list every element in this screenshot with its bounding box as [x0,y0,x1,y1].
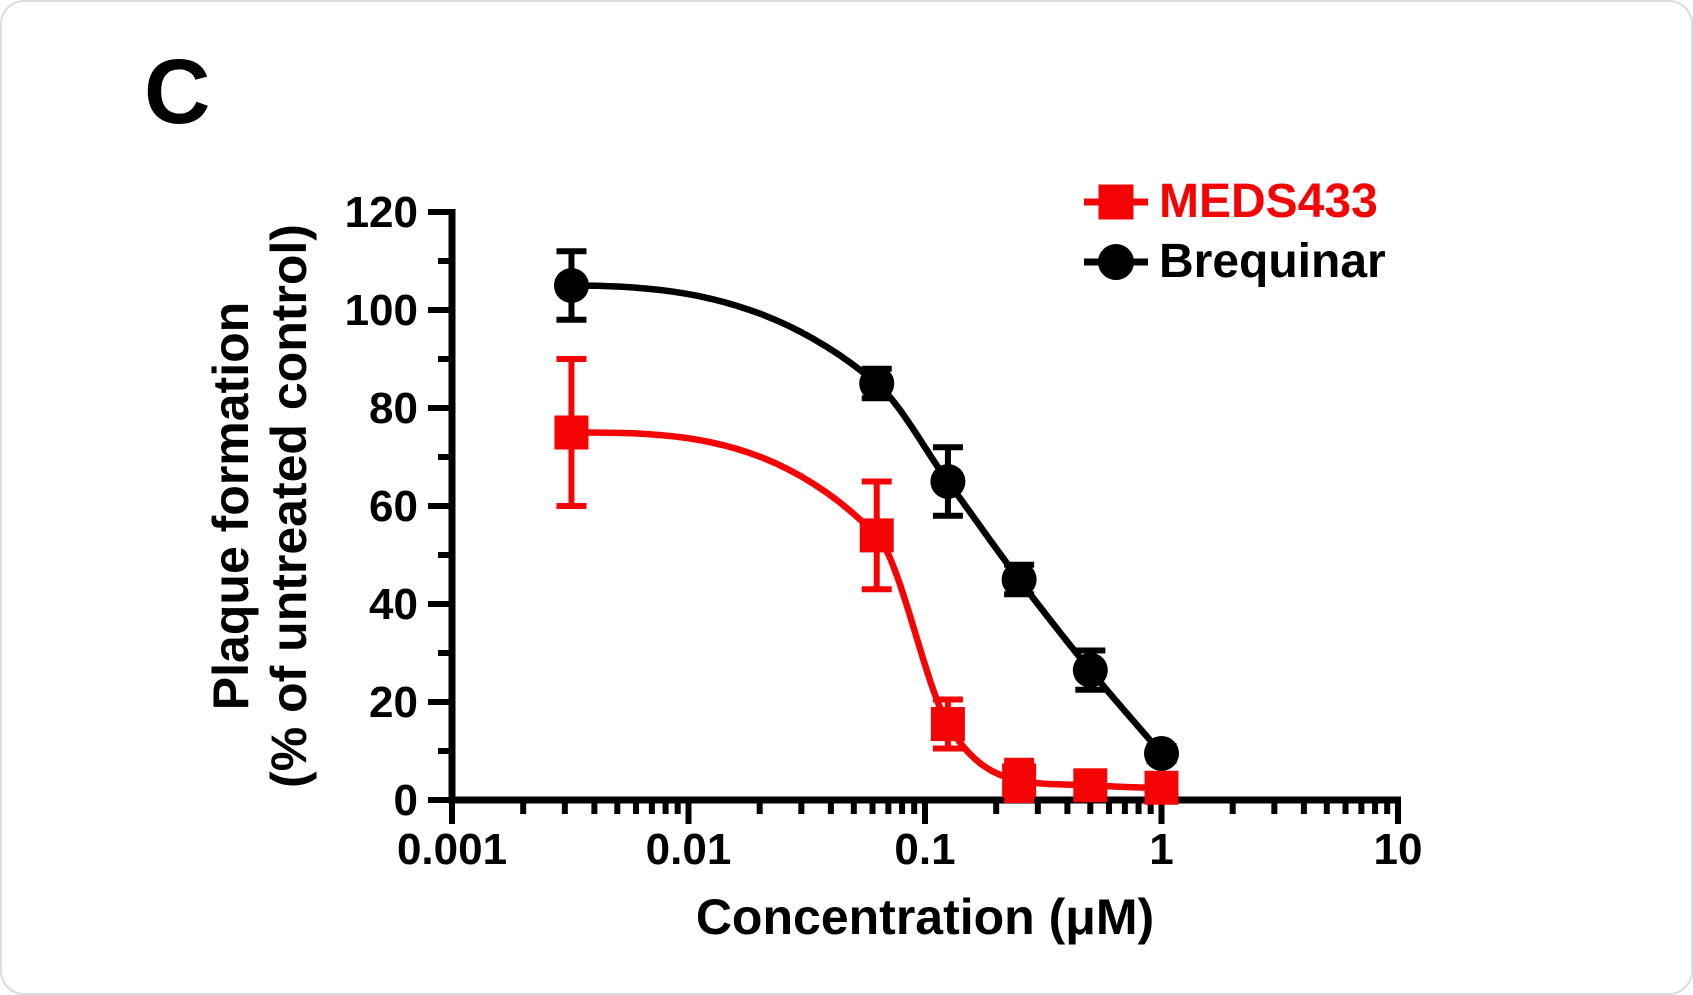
legend-item-meds433: MEDS433 [1083,178,1386,226]
data-point-Brequinar-5 [1144,735,1179,771]
y-tick-label-20: 20 [369,678,418,727]
y-axis-title-line2: (% of untreated control) [261,224,317,788]
panel-letter: C [144,41,211,143]
y-axis-title-line1: Plaque formation [203,301,259,711]
y-tick-label-0: 0 [394,776,418,825]
data-point-MEDS433-2 [930,707,965,742]
y-tick-label-100: 100 [345,286,418,335]
circle-marker-icon [1084,244,1148,280]
data-point-Brequinar-0 [553,268,589,303]
y-tick-label-40: 40 [369,580,418,629]
x-tick-label-0.001: 0.001 [397,825,507,874]
data-point-Brequinar-4 [1072,652,1108,688]
data-point-Brequinar-3 [1001,562,1037,597]
legend-label-meds433: MEDS433 [1159,175,1378,228]
data-point-Brequinar-2 [930,464,966,499]
data-point-MEDS433-5 [1144,770,1179,805]
square-marker-icon [1084,184,1148,220]
legend-item-brequinar: Brequinar [1083,238,1386,286]
y-tick-label-60: 60 [369,482,418,531]
x-tick-label-0.1: 0.1 [894,825,955,874]
x-tick-label-1: 1 [1149,825,1173,874]
x-axis-title: Concentration (μM) [695,889,1155,945]
curve-MEDS433 [568,429,1165,792]
curve-Brequinar [568,282,1165,757]
legend-label-brequinar: Brequinar [1159,235,1386,288]
legend: MEDS433 Brequinar [1083,178,1386,298]
y-tick-label-120: 120 [345,188,418,237]
data-point-MEDS433-3 [1002,763,1037,798]
y-tick-label-80: 80 [369,384,418,433]
data-point-MEDS433-1 [859,518,894,553]
data-point-MEDS433-0 [554,415,589,450]
x-tick-label-0.01: 0.01 [646,825,732,874]
data-point-Brequinar-1 [859,366,895,401]
y-axis-title: Plaque formation (% of untreated control… [202,224,318,788]
x-tick-label-10: 10 [1374,825,1423,874]
data-point-MEDS433-4 [1073,768,1108,803]
